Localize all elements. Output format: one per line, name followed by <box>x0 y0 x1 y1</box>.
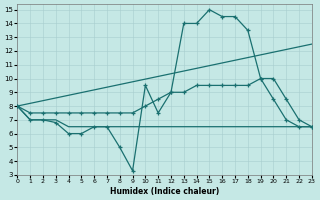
X-axis label: Humidex (Indice chaleur): Humidex (Indice chaleur) <box>110 187 219 196</box>
